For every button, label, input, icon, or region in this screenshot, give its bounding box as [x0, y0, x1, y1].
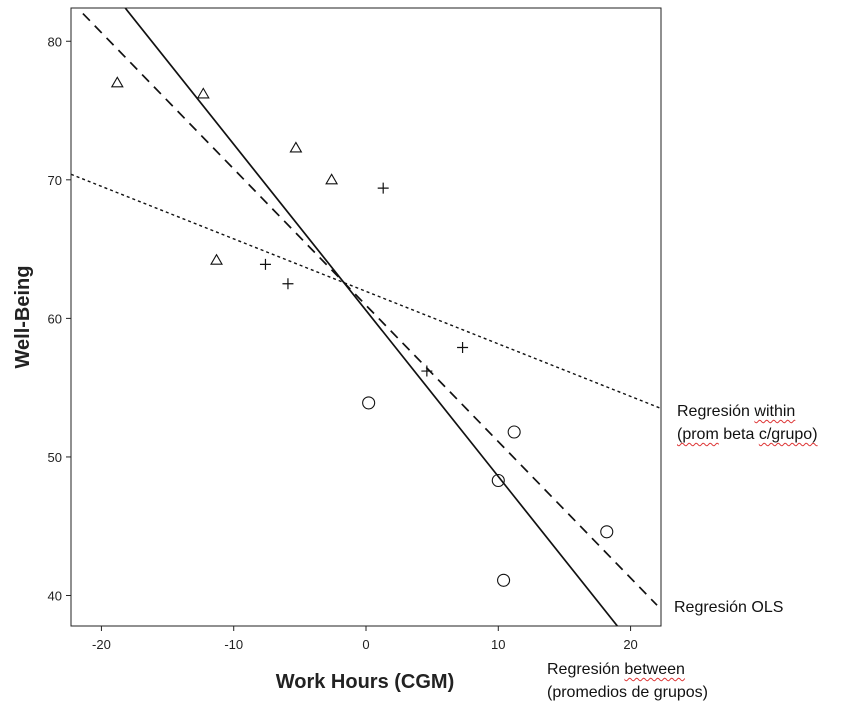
ols-regression-label-line-1: Regresión OLS: [674, 596, 783, 619]
x-tick-label-1: -10: [224, 637, 243, 652]
plus-point-2: [282, 278, 294, 290]
ols-regression-label-text-1: Regresión OLS: [674, 599, 784, 616]
x-tick-label-0: -20: [92, 637, 111, 652]
circle-point-4: [497, 573, 511, 587]
within-regression-line: [71, 173, 661, 410]
y-tick-label-2: 60: [48, 311, 62, 326]
y-tick-label-3: 70: [48, 173, 62, 188]
x-tick-label-4: 20: [623, 637, 637, 652]
y-axis-label: Well-Being: [12, 266, 34, 369]
y-tick-label-4: 80: [48, 34, 62, 49]
circle-point-3: [600, 525, 614, 539]
between-regression-line: [124, 8, 619, 626]
circle-point-1: [507, 425, 521, 439]
within-regression-label-line-1: Regresión within: [677, 400, 818, 423]
circle-point-0: [362, 396, 376, 410]
within-regression-label: Regresión within (prom beta c/grupo): [677, 400, 818, 446]
triangle-point-1: [196, 87, 210, 99]
triangle-point-2: [289, 141, 303, 153]
triangle-point-3: [325, 173, 339, 185]
plot-frame: [70, 7, 662, 627]
x-tick-label-3: 10: [491, 637, 505, 652]
ols-regression-label: Regresión OLS: [674, 596, 783, 619]
x-axis-label: Work Hours (CGM): [276, 671, 455, 693]
between-regression-label-text-1: Regresión between: [547, 661, 685, 678]
plus-point-3: [421, 365, 433, 377]
between-regression-label-text-2: (promedios de grupos): [547, 684, 708, 701]
triangle-point-4: [210, 253, 223, 265]
x-tick-label-2: 0: [362, 637, 369, 652]
plus-point-4: [457, 341, 469, 353]
between-regression-label: Regresión between (promedios de grupos): [547, 658, 708, 704]
plus-point-1: [259, 258, 271, 270]
within-regression-label-line-2: (prom beta c/grupo): [677, 423, 818, 446]
plus-point-0: [377, 182, 389, 194]
within-regression-label-text-2: (prom beta c/grupo): [677, 426, 818, 443]
triangle-point-0: [110, 76, 124, 88]
ols-regression-line: [82, 12, 658, 606]
y-tick-label-1: 50: [48, 450, 62, 465]
between-regression-label-line-2: (promedios de grupos): [547, 681, 708, 704]
y-tick-label-0: 40: [48, 589, 62, 604]
between-regression-label-line-1: Regresión between: [547, 658, 708, 681]
circle-point-2: [491, 473, 505, 488]
within-regression-label-text-1: Regresión within: [677, 403, 796, 420]
